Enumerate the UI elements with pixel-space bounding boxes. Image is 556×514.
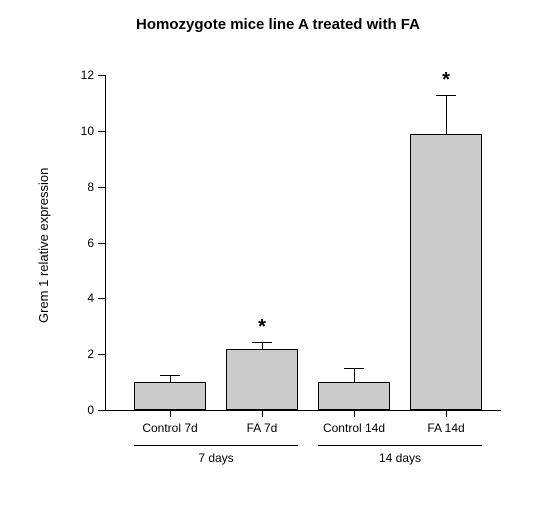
x-tick-label: FA 14d bbox=[396, 421, 496, 435]
y-axis-label: Grem 1 relative expression bbox=[36, 167, 51, 322]
bar bbox=[226, 349, 298, 410]
bar bbox=[134, 382, 206, 410]
error-bar-stem bbox=[262, 342, 263, 350]
y-tick-label: 12 bbox=[68, 68, 94, 82]
error-bar-cap bbox=[344, 368, 364, 369]
group-underline bbox=[318, 445, 482, 446]
y-tick-mark bbox=[98, 410, 105, 411]
figure-root: Homozygote mice line A treated with FA Gr… bbox=[0, 0, 556, 514]
y-tick-label: 2 bbox=[68, 347, 94, 361]
x-tick-mark bbox=[446, 410, 447, 417]
y-tick-label: 8 bbox=[68, 180, 94, 194]
y-tick-label: 4 bbox=[68, 291, 94, 305]
significance-marker: * bbox=[436, 69, 456, 92]
group-label: 7 days bbox=[134, 451, 298, 465]
group-underline bbox=[134, 445, 298, 446]
error-bar-cap bbox=[436, 95, 456, 96]
bar bbox=[318, 382, 390, 410]
y-tick-mark bbox=[98, 187, 105, 188]
error-bar-stem bbox=[354, 368, 355, 381]
error-bar-stem bbox=[170, 375, 171, 382]
x-tick-label: Control 7d bbox=[120, 421, 220, 435]
error-bar-cap bbox=[252, 342, 272, 343]
y-tick-mark bbox=[98, 298, 105, 299]
error-bar-stem bbox=[446, 95, 447, 134]
x-tick-label: FA 7d bbox=[212, 421, 312, 435]
y-tick-label: 10 bbox=[68, 124, 94, 138]
bar bbox=[410, 134, 482, 410]
x-tick-mark bbox=[262, 410, 263, 417]
y-tick-mark bbox=[98, 243, 105, 244]
y-tick-mark bbox=[98, 75, 105, 76]
error-bar-cap bbox=[160, 375, 180, 376]
x-tick-mark bbox=[354, 410, 355, 417]
x-tick-label: Control 14d bbox=[304, 421, 404, 435]
significance-marker: * bbox=[252, 316, 272, 339]
group-label: 14 days bbox=[318, 451, 482, 465]
y-tick-mark bbox=[98, 131, 105, 132]
chart-title: Homozygote mice line A treated with FA bbox=[0, 16, 556, 33]
y-tick-mark bbox=[98, 354, 105, 355]
x-tick-mark bbox=[170, 410, 171, 417]
y-tick-label: 0 bbox=[68, 403, 94, 417]
y-tick-label: 6 bbox=[68, 236, 94, 250]
